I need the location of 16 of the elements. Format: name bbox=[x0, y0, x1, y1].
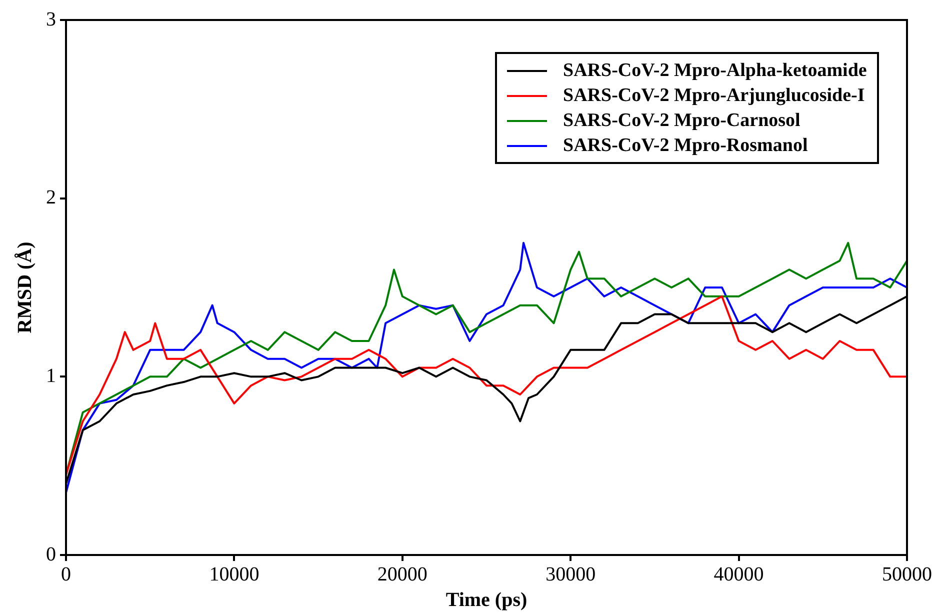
x-tick-label: 0 bbox=[61, 563, 71, 586]
legend-label: SARS-CoV-2 Mpro-Arjunglucoside-I bbox=[563, 84, 865, 108]
x-tick-label: 20000 bbox=[377, 563, 428, 586]
y-tick-label: 0 bbox=[46, 543, 56, 566]
legend-label: SARS-CoV-2 Mpro-Alpha-ketoamide bbox=[563, 59, 867, 83]
legend-label: SARS-CoV-2 Mpro-Rosmanol bbox=[563, 134, 808, 158]
y-tick-label: 3 bbox=[46, 8, 56, 30]
y-tick-label: 2 bbox=[46, 186, 56, 209]
y-tick-label: 1 bbox=[46, 364, 56, 387]
x-tick-label: 50000 bbox=[882, 563, 932, 586]
legend-label: SARS-CoV-2 Mpro-Carnosol bbox=[563, 109, 800, 133]
x-tick-label: 30000 bbox=[546, 563, 596, 586]
x-tick-label: 10000 bbox=[209, 563, 260, 586]
x-tick-label: 40000 bbox=[714, 563, 764, 586]
y-axis-title: RMSD (Å) bbox=[14, 242, 36, 334]
x-axis-title: Time (ps) bbox=[446, 589, 528, 612]
